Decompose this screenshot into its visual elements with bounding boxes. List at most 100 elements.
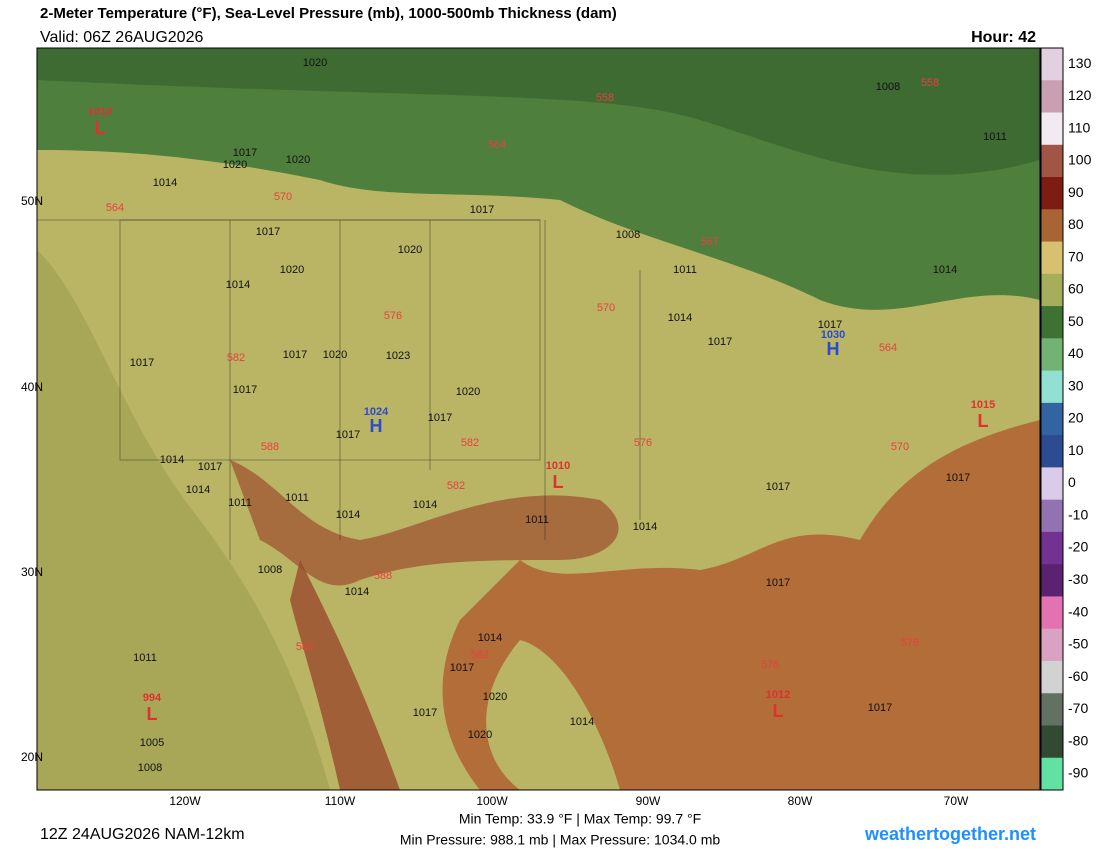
thickness-label: 582: [227, 352, 245, 364]
lat-label: 30N: [21, 565, 43, 579]
pressure-label: 1017: [470, 204, 494, 216]
valid-time: Valid: 06Z 26AUG2026: [40, 29, 203, 46]
temp-range: Min Temp: 33.9 °F | Max Temp: 99.7 °F: [459, 811, 701, 827]
high-pressure: 1030: [821, 329, 845, 341]
pressure-label: 1011: [983, 131, 1007, 143]
low-pressure: 994: [143, 692, 162, 704]
low-marker: L: [147, 704, 158, 724]
colorbar-segment: [1041, 531, 1063, 565]
colorbar-segment: [1041, 660, 1063, 694]
colorbar-segment: [1041, 273, 1063, 307]
pressure-label: 1008: [258, 564, 282, 576]
thickness-label: 558: [921, 77, 939, 89]
pressure-label: 1017: [413, 707, 437, 719]
colorbar-segment: [1041, 467, 1063, 501]
low-pressure: 1012: [766, 689, 790, 701]
colorbar-label: 90: [1068, 184, 1084, 200]
pressure-label: 1014: [478, 632, 502, 644]
pressure-label: 1014: [153, 177, 177, 189]
pressure-label: 1020: [483, 691, 507, 703]
pressure-label: 1017: [868, 702, 892, 714]
colorbar-segment: [1041, 564, 1063, 597]
colorbar-segment: [1041, 370, 1063, 404]
thickness-label: 564: [879, 342, 897, 354]
thickness-label: 588: [374, 570, 392, 582]
colorbar-label: -50: [1068, 636, 1088, 652]
colorbar-label: 70: [1068, 248, 1084, 264]
colorbar-label: -30: [1068, 571, 1088, 587]
pressure-label: 1017: [233, 384, 257, 396]
pressure-label: 1014: [226, 279, 250, 291]
pressure-label: 1017: [336, 429, 360, 441]
pressure-label: 1017: [766, 481, 790, 493]
pressure-label: 1014: [345, 586, 369, 598]
pressure-label: 1011: [525, 514, 549, 526]
pressure-label: 1020: [280, 264, 304, 276]
thickness-label: 576: [384, 310, 402, 322]
high-pressure: 1024: [364, 406, 389, 418]
colorbar-label: 10: [1068, 442, 1084, 458]
high-marker: H: [827, 339, 840, 359]
colorbar-segment: [1041, 499, 1063, 533]
pressure-label: 1017: [428, 412, 452, 424]
pressure-label: 1008: [616, 229, 640, 241]
pressure-label: 1017: [818, 319, 842, 331]
colorbar-segment: [1041, 338, 1063, 372]
colorbar-label: -70: [1068, 700, 1088, 716]
colorbar-label: 100: [1068, 152, 1092, 168]
colorbar-segment: [1041, 48, 1063, 81]
pressure-label: 1017: [708, 336, 732, 348]
pressure-label: 1014: [933, 264, 957, 276]
low-pressure: 1010: [546, 460, 570, 472]
pressure-label: 1011: [133, 652, 157, 664]
pressure-label: 1020: [468, 729, 492, 741]
colorbar-segment: [1041, 306, 1063, 339]
colorbar-segment: [1041, 177, 1063, 210]
colorbar-segment: [1041, 725, 1063, 759]
thickness-label: 558: [596, 92, 614, 104]
colorbar-label: -80: [1068, 732, 1088, 748]
pressure-label: 1017: [233, 147, 257, 159]
lon-label: 70W: [944, 794, 969, 808]
pressure-label: 1014: [336, 509, 360, 521]
colorbar-label: 40: [1068, 345, 1084, 361]
thickness-label: 570: [274, 191, 292, 203]
colorbar-label: 80: [1068, 216, 1084, 232]
colorbar-label: 110: [1068, 119, 1091, 135]
map-background: [36, 47, 1041, 791]
pressure-label: 1017: [946, 472, 970, 484]
thickness-label: 576: [634, 437, 652, 449]
pressure-label: 1008: [138, 762, 162, 774]
colorbar-segment: [1041, 435, 1063, 468]
thickness-label: 576: [761, 659, 779, 671]
thickness-label: 582: [447, 480, 465, 492]
colorbar-label: -40: [1068, 603, 1088, 619]
pressure-label: 1020: [398, 244, 422, 256]
thickness-label: 570: [891, 441, 909, 453]
thickness-label: 582: [471, 649, 489, 661]
pressure-label: 1005: [140, 737, 164, 749]
colorbar-label: 120: [1068, 87, 1092, 103]
colorbar-label: -20: [1068, 539, 1088, 555]
colorbar-label: 30: [1068, 377, 1084, 393]
thickness-label: 588: [261, 441, 279, 453]
thickness-label: 582: [296, 641, 314, 653]
pressure-label: 1011: [228, 497, 252, 509]
lon-label: 100W: [476, 794, 508, 808]
pressure-label: 1017: [283, 349, 307, 361]
pressure-label: 1014: [633, 521, 657, 533]
lon-label: 90W: [636, 794, 661, 808]
low-marker: L: [95, 118, 106, 138]
pressure-label: 1023: [386, 350, 410, 362]
lon-label: 120W: [169, 794, 201, 808]
pressure-label: 1020: [303, 57, 327, 69]
lon-label: 80W: [788, 794, 813, 808]
lon-label: 110W: [325, 794, 356, 808]
colorbar-segment: [1041, 628, 1063, 662]
colorbar-label: -90: [1068, 765, 1088, 781]
low-pressure: 1015: [971, 399, 995, 411]
colorbar-segment: [1041, 80, 1063, 114]
pressure-label: 1017: [198, 461, 222, 473]
title: 2-Meter Temperature (°F), Sea-Level Pres…: [40, 5, 617, 22]
colorbar-segment: [1041, 209, 1063, 243]
